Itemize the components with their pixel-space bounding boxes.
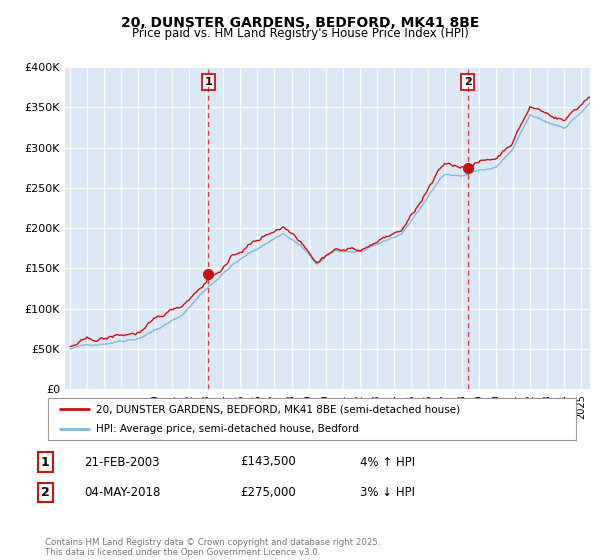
Text: 21-FEB-2003: 21-FEB-2003 [84, 455, 160, 469]
Text: HPI: Average price, semi-detached house, Bedford: HPI: Average price, semi-detached house,… [95, 424, 358, 434]
Text: 1: 1 [205, 77, 212, 87]
Text: 04-MAY-2018: 04-MAY-2018 [84, 486, 160, 500]
Text: 20, DUNSTER GARDENS, BEDFORD, MK41 8BE (semi-detached house): 20, DUNSTER GARDENS, BEDFORD, MK41 8BE (… [95, 404, 460, 414]
Text: £143,500: £143,500 [240, 455, 296, 469]
Text: 2: 2 [41, 486, 49, 500]
Text: 4% ↑ HPI: 4% ↑ HPI [360, 455, 415, 469]
Text: 3% ↓ HPI: 3% ↓ HPI [360, 486, 415, 500]
Text: 1: 1 [41, 455, 49, 469]
Text: Price paid vs. HM Land Registry's House Price Index (HPI): Price paid vs. HM Land Registry's House … [131, 27, 469, 40]
Text: £275,000: £275,000 [240, 486, 296, 500]
Text: 2: 2 [464, 77, 472, 87]
Text: Contains HM Land Registry data © Crown copyright and database right 2025.
This d: Contains HM Land Registry data © Crown c… [45, 538, 380, 557]
Text: 20, DUNSTER GARDENS, BEDFORD, MK41 8BE: 20, DUNSTER GARDENS, BEDFORD, MK41 8BE [121, 16, 479, 30]
